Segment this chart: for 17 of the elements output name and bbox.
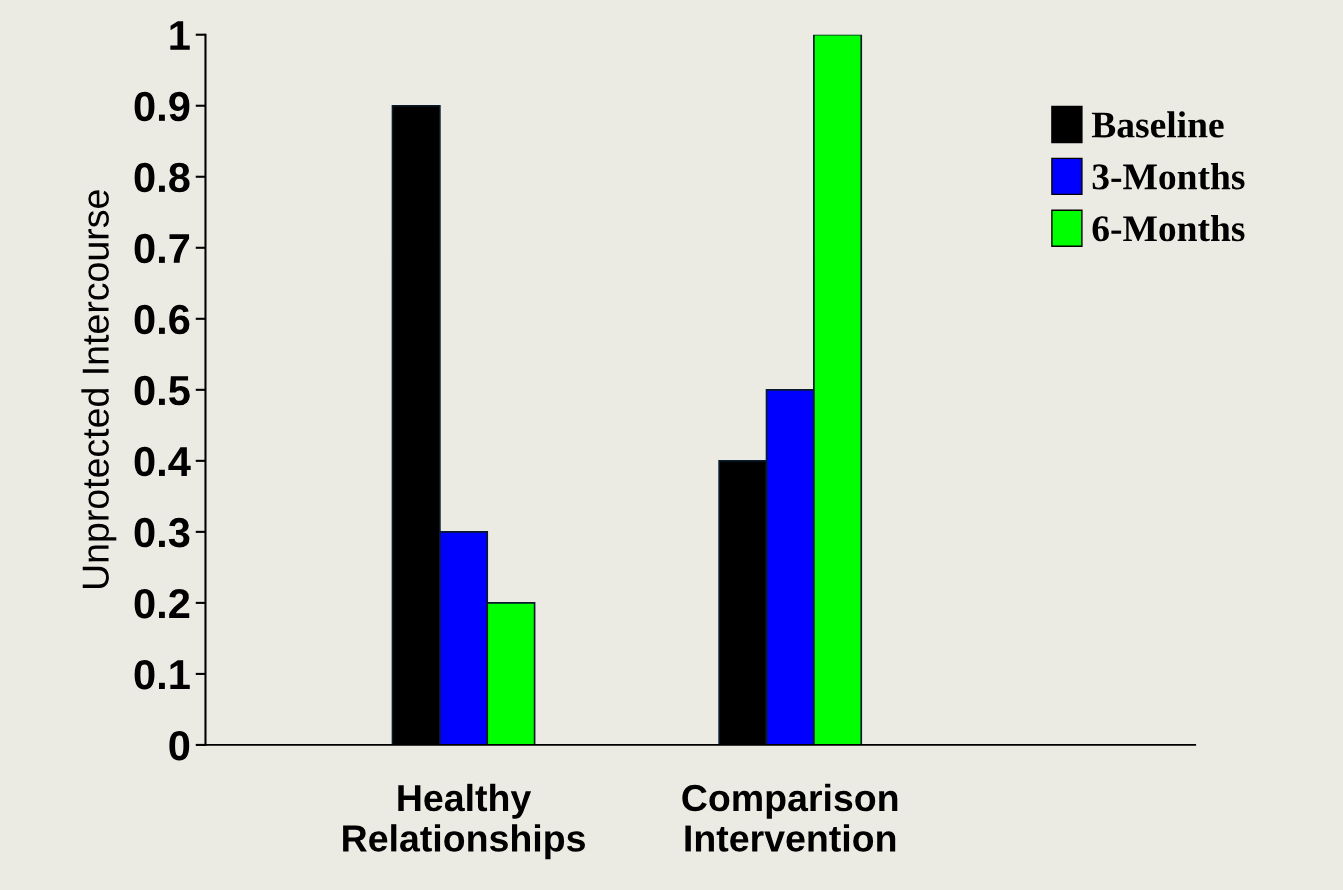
y-tick-label: 0.8	[134, 162, 190, 193]
y-tick-label: 0.4	[134, 446, 191, 477]
y-tick-label: 0.3	[134, 517, 190, 548]
y-tick-label: 0	[169, 730, 190, 761]
y-tick-label: 0.5	[134, 375, 190, 406]
legend-label: 3-Months	[1092, 163, 1245, 190]
y-tick-label: 0.9	[134, 91, 190, 122]
x-tick-label: Comparison Intervention	[682, 783, 898, 852]
legend-label: 6-Months	[1092, 214, 1245, 242]
y-tick-label: 1	[170, 21, 190, 50]
x-tick-label: Healthy Relationships	[343, 783, 585, 860]
legend-label: Baseline	[1091, 111, 1224, 138]
y-tick-label: 0.6	[134, 304, 190, 335]
y-axis-title: Unprotected Intercourse	[81, 190, 117, 589]
y-tick-label: 0.1	[134, 659, 190, 690]
y-tick-label: 0.7	[134, 233, 190, 264]
y-tick-label: 0.2	[134, 588, 190, 619]
